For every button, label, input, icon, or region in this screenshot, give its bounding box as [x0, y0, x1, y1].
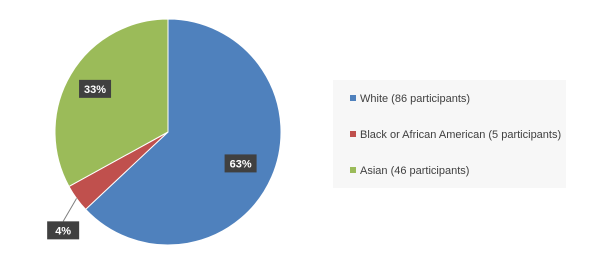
data-label-box [224, 154, 257, 173]
legend-label: Asian (46 participants) [360, 165, 469, 177]
data-label-box [79, 79, 112, 98]
leader-line [62, 198, 78, 222]
legend-box [333, 80, 566, 188]
legend-swatch [350, 131, 356, 137]
pie-slice [54, 18, 169, 188]
legend-label: White (86 participants) [360, 93, 470, 105]
data-label-box [47, 221, 80, 240]
data-label: 63% [230, 158, 252, 170]
legend-swatch [350, 95, 356, 101]
legend-label: Black or African American (5 participant… [360, 129, 561, 141]
legend-swatch [350, 167, 356, 173]
pie-slice [84, 18, 282, 246]
data-label: 4% [55, 225, 71, 237]
data-label: 33% [84, 84, 106, 96]
